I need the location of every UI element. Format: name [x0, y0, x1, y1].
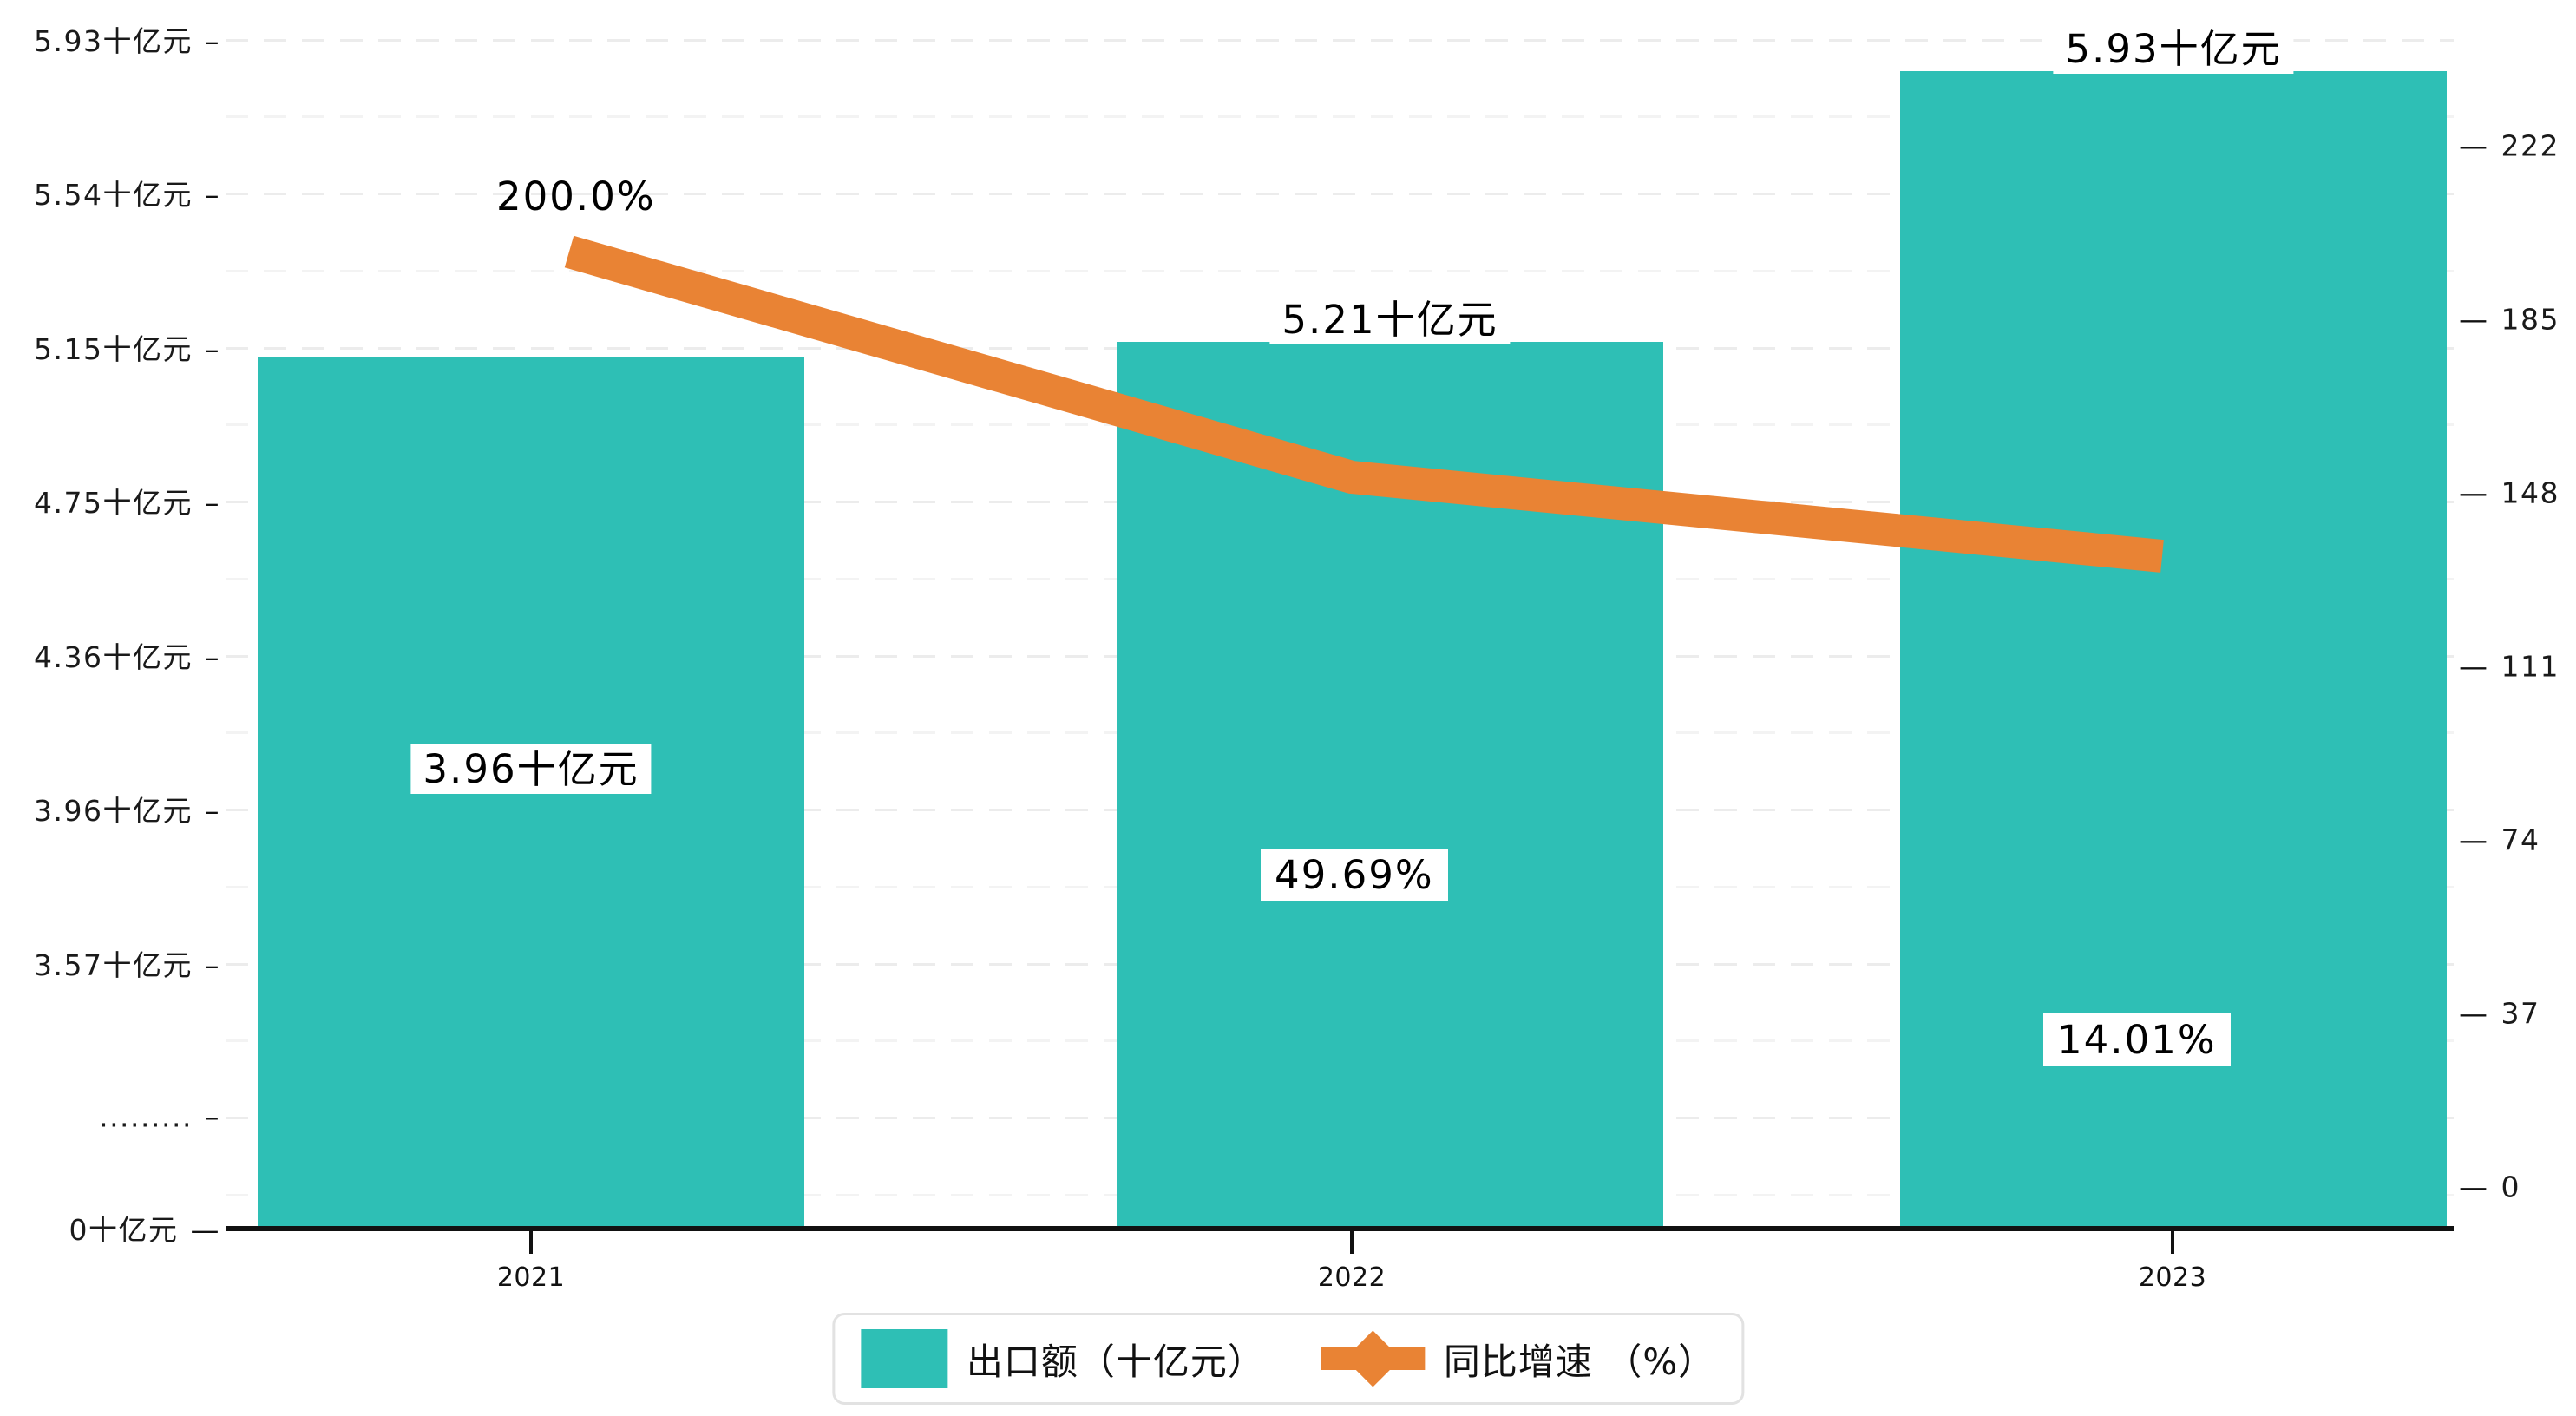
- gridline-minor: [226, 115, 2454, 118]
- y-tick-left: 4.36十亿元 –: [34, 634, 220, 676]
- tick-dash-icon: –: [205, 1099, 220, 1134]
- x-tick-mark: [2171, 1231, 2174, 1254]
- y-tick-right: — 74: [2459, 823, 2540, 857]
- x-tick-label-2021: 2021: [496, 1262, 566, 1293]
- y-tick-right: — 37: [2459, 997, 2540, 1031]
- y-tick-right: —0: [2459, 1170, 2520, 1204]
- tick-dash-icon: –: [205, 178, 220, 212]
- line-data-label-2021: 200.0%: [496, 174, 656, 220]
- legend-line-swatch-icon: [1320, 1329, 1425, 1388]
- y-tick-right-label: 74: [2501, 823, 2540, 857]
- x-tick-mark: [529, 1231, 533, 1254]
- y-tick-right-label: 148: [2501, 475, 2560, 510]
- x-axis-line: [226, 1226, 2454, 1231]
- y-tick-right-label: 111: [2501, 649, 2560, 684]
- tick-dash-icon: –: [205, 486, 220, 520]
- y-tick-right-label: 222: [2501, 128, 2560, 163]
- tick-dash-icon: —: [2459, 475, 2489, 510]
- tick-dash-icon: —: [2459, 649, 2489, 684]
- y-tick-right: — 111: [2459, 650, 2560, 684]
- tick-dash-icon: —: [2459, 302, 2489, 337]
- legend-bar-swatch-icon: [860, 1329, 947, 1388]
- y-tick-left: 3.57十亿元 –: [34, 942, 220, 984]
- line-polyline: [564, 235, 2164, 573]
- line-data-label-2022: 49.69%: [1261, 849, 1448, 902]
- tick-dash-icon: –: [205, 24, 220, 58]
- y-tick-left-label: 5.15十亿元: [34, 332, 193, 366]
- y-tick-left-label: 4.75十亿元: [34, 486, 193, 520]
- y-tick-left-label: .........: [99, 1099, 193, 1134]
- x-tick-label-2023: 2023: [2138, 1262, 2207, 1293]
- gridline-major: [226, 39, 2454, 42]
- tick-dash-icon: –: [205, 794, 220, 828]
- tick-dash-icon: —: [2459, 823, 2489, 857]
- legend-item-growth-rate[interactable]: 同比增速 （%）: [1320, 1329, 1716, 1388]
- y-tick-left-label: 5.54十亿元: [34, 178, 193, 212]
- growth-rate-line: [564, 235, 2164, 573]
- y-axis-right: —222 —185 —148 —111 —74 —37 —0: [2454, 17, 2576, 1228]
- tick-dash-icon: —: [190, 1213, 220, 1247]
- y-tick-left-label: 5.93十亿元: [34, 24, 193, 58]
- y-tick-right-label: 0: [2501, 1170, 2520, 1204]
- y-tick-right-label: 37: [2501, 996, 2540, 1031]
- tick-dash-icon: —: [2459, 996, 2489, 1031]
- legend-item-export-value[interactable]: 出口额（十亿元）: [860, 1329, 1265, 1388]
- bar-data-label-2022: 5.21十亿元: [1269, 295, 1511, 345]
- y-tick-right: — 148: [2459, 476, 2560, 510]
- y-tick-right: — 185: [2459, 303, 2560, 337]
- y-tick-left: 4.75十亿元 –: [34, 480, 220, 521]
- tick-dash-icon: –: [205, 640, 220, 674]
- bar-data-label-2023: 5.93十亿元: [2053, 24, 2294, 75]
- y-tick-left: 3.96十亿元 –: [34, 788, 220, 829]
- y-tick-right-label: 185: [2501, 302, 2560, 337]
- gridline-minor: [226, 270, 2454, 272]
- y-tick-left-label: 4.36十亿元: [34, 640, 193, 674]
- tick-dash-icon: –: [205, 948, 220, 982]
- tick-dash-icon: —: [2459, 1170, 2489, 1204]
- y-tick-left: 5.93十亿元 –: [34, 18, 220, 60]
- y-tick-left-label: 0十亿元: [69, 1213, 179, 1247]
- bar-data-label-2021: 3.96十亿元: [410, 744, 652, 795]
- y-tick-left: 0十亿元 —: [69, 1207, 221, 1249]
- y-tick-right: — 222: [2459, 129, 2560, 163]
- x-tick-label-2022: 2022: [1317, 1262, 1386, 1293]
- y-tick-left: ......... –: [99, 1100, 220, 1134]
- y-tick-left-label: 3.96十亿元: [34, 794, 193, 828]
- y-tick-left: 5.54十亿元 –: [34, 172, 220, 213]
- x-tick-mark: [1350, 1231, 1354, 1254]
- gridline-major: [226, 193, 2454, 195]
- tick-dash-icon: —: [2459, 128, 2489, 163]
- legend-label-growth-rate: 同比增速 （%）: [1443, 1340, 1716, 1383]
- line-data-label-2023: 14.01%: [2043, 1013, 2231, 1067]
- tick-dash-icon: –: [205, 332, 220, 366]
- legend-diamond-marker-icon: [1344, 1330, 1401, 1387]
- chart-legend[interactable]: 出口额（十亿元） 同比增速 （%）: [831, 1313, 1745, 1405]
- legend-label-export-value: 出口额（十亿元）: [966, 1340, 1265, 1383]
- y-tick-left: 5.15十亿元 –: [34, 326, 220, 368]
- y-tick-left-label: 3.57十亿元: [34, 948, 193, 982]
- y-axis-left: 5.93十亿元 – 5.54十亿元 – 5.15十亿元 – 4.75十亿元 – 4.36…: [0, 17, 226, 1247]
